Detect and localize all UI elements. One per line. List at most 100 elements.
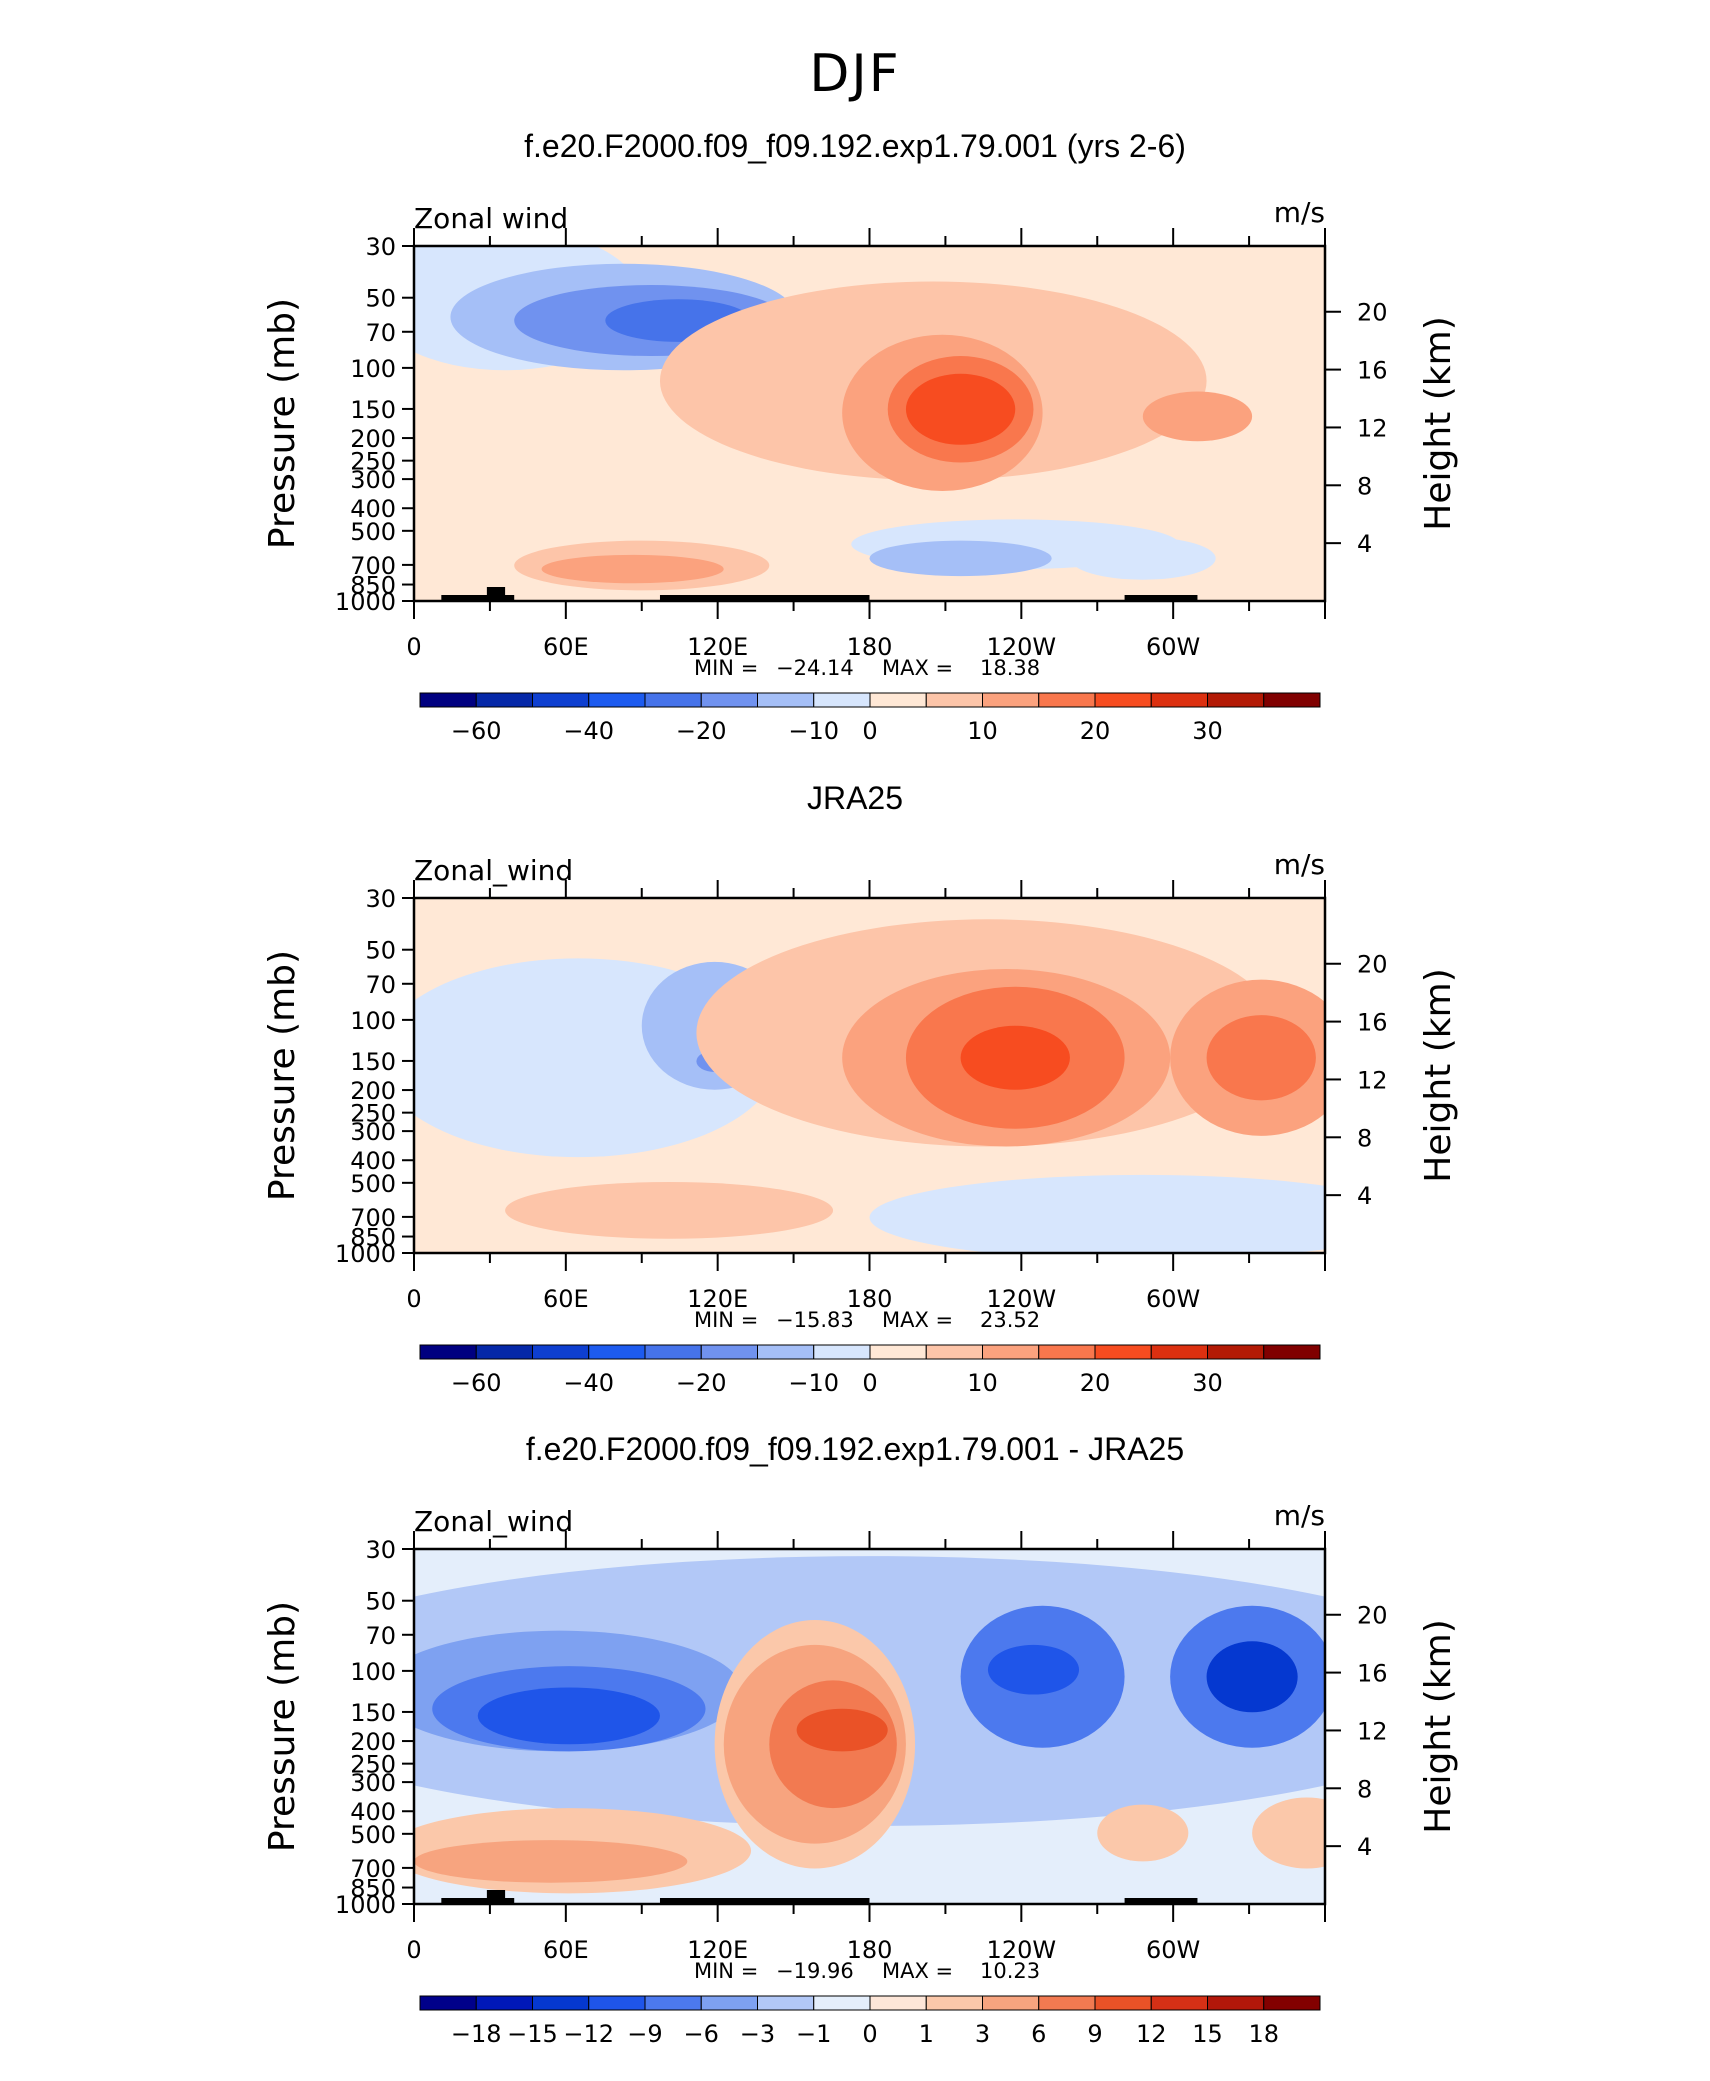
- colorbar-label: −40: [563, 717, 614, 745]
- y-tick-label: 1000: [335, 588, 396, 616]
- contour-region: [905, 373, 1016, 445]
- colorbar: −18 −15 −12 −9 −6 −3 −1 0 1 3 6 9 12 15 18: [419, 1995, 1321, 2048]
- panel-difference-plot: 0 60E 120E 180 120W 60W3050701001502002503004…: [262, 1499, 1459, 2048]
- colorbar-label: −10: [788, 717, 839, 745]
- x-tick-label: 60W: [1146, 1285, 1200, 1313]
- colorbar-swatch: [813, 1995, 871, 2011]
- y-tick-label: 300: [350, 466, 396, 494]
- colorbar-swatch: [982, 692, 1040, 708]
- y-tick-label: 400: [350, 1147, 396, 1175]
- colorbar-swatch: [532, 692, 590, 708]
- colorbar: −60 −40 −20 −10 0 10 20 30: [419, 692, 1321, 745]
- panel-model-title: f.e20.F2000.f09_f09.192.exp1.79.001 (yrs…: [524, 128, 1186, 164]
- y-tick-label: 200: [350, 425, 396, 453]
- x-tick-label: 180: [847, 633, 893, 661]
- x-tick-label: 60W: [1146, 1936, 1200, 1964]
- contour-region: [1252, 1797, 1325, 1869]
- contour-region: [1097, 1804, 1189, 1862]
- contour-region: [1206, 1641, 1298, 1713]
- y-tick-label: 30: [365, 1536, 396, 1564]
- y-tick-label: 1000: [335, 1891, 396, 1919]
- x-tick-label: 180: [847, 1285, 893, 1313]
- colorbar-swatch: [1094, 1344, 1152, 1360]
- colorbar-label: 10: [967, 717, 998, 745]
- y-right-tick-label: 8: [1357, 472, 1372, 500]
- contour-field: [414, 898, 1325, 1253]
- colorbar-label: 0: [862, 1369, 877, 1397]
- y-tick-label: 700: [350, 1855, 396, 1883]
- y-right-tick-label: 20: [1357, 1602, 1388, 1630]
- x-tick-label: 120W: [987, 633, 1057, 661]
- colorbar-label: 9: [1087, 2020, 1102, 2048]
- y-axis-label: Pressure (mb): [262, 298, 303, 549]
- colorbar-swatch: [757, 1344, 815, 1360]
- max-label: MAX =: [882, 656, 953, 680]
- colorbar-swatch: [1094, 1995, 1152, 2011]
- y-tick-label: 250: [350, 1751, 396, 1779]
- contour-region: [477, 1687, 660, 1745]
- variable-label: Zonal_wind: [414, 1505, 573, 1538]
- max-value: 23.52: [980, 1308, 1040, 1332]
- x-tick-label: 120E: [687, 1936, 748, 1964]
- y-tick-label: 100: [350, 1658, 396, 1686]
- panel-model-plot: 0 60E 120E 180 120W 60W3050701001502002503004…: [262, 196, 1459, 745]
- y-tick-label: 700: [350, 1204, 396, 1232]
- min-value: −15.83: [776, 1308, 854, 1332]
- colorbar-swatch: [1263, 1344, 1321, 1360]
- y-tick-label: 200: [350, 1077, 396, 1105]
- x-tick-label: 60W: [1146, 633, 1200, 661]
- y-tick-label: 150: [350, 1699, 396, 1727]
- topography: [441, 595, 515, 601]
- y-axis-right: 20 16 12 8 4: [1325, 1602, 1388, 1861]
- x-tick-label: 60E: [543, 633, 589, 661]
- y-tick-label: 50: [365, 285, 396, 313]
- colorbar-swatch: [475, 692, 533, 708]
- y-right-tick-label: 4: [1357, 1833, 1372, 1861]
- y-right-tick-label: 8: [1357, 1124, 1372, 1152]
- panel-reference: JRA25 0 60E 120E 180 120W 60W 30 50 70 100 150 200 2…: [0, 780, 1710, 1430]
- y-right-tick-label: 16: [1357, 1660, 1388, 1688]
- y-tick-label: 200: [350, 1728, 396, 1756]
- x-tick-label: 120W: [987, 1285, 1057, 1313]
- x-tick-label: 180: [847, 1936, 893, 1964]
- x-tick-label: 0: [406, 633, 421, 661]
- contour-region: [869, 540, 1052, 577]
- contour-region: [1206, 1015, 1316, 1101]
- colorbar-swatch: [588, 1344, 646, 1360]
- colorbar-label: −40: [563, 1369, 614, 1397]
- y-axis-label-right: Height (km): [1418, 316, 1459, 530]
- colorbar-swatch: [644, 1344, 702, 1360]
- colorbar-label: −6: [684, 2020, 719, 2048]
- colorbar-swatch: [1263, 692, 1321, 708]
- topography: [659, 595, 870, 601]
- contour-region: [796, 1708, 888, 1752]
- y-tick-label: 500: [350, 518, 396, 546]
- min-value: −19.96: [776, 1959, 854, 1983]
- colorbar-label: −15: [507, 2020, 558, 2048]
- panel-difference-title: f.e20.F2000.f09_f09.192.exp1.79.001 - JR…: [525, 1431, 1185, 1467]
- colorbar-label: 6: [1031, 2020, 1046, 2048]
- colorbar-label: 15: [1192, 2020, 1223, 2048]
- x-axis: 0 60E 120E 180 120W 60W: [406, 1531, 1326, 1964]
- min-max-stats: MIN = −15.83 MAX = 23.52: [694, 1308, 1040, 1332]
- y-tick-label: 400: [350, 1798, 396, 1826]
- colorbar-swatch: [1150, 1995, 1208, 2011]
- contour-field: [414, 1549, 1325, 1904]
- max-value: 10.23: [980, 1959, 1040, 1983]
- y-tick-label: 70: [365, 1622, 396, 1650]
- y-right-tick-label: 12: [1357, 1717, 1388, 1745]
- y-tick-label: 100: [350, 1007, 396, 1035]
- colorbar-swatch: [532, 1344, 590, 1360]
- colorbar-swatch: [1150, 1344, 1208, 1360]
- colorbar-swatch: [700, 1995, 758, 2011]
- y-tick-label: 150: [350, 396, 396, 424]
- x-tick-label: 0: [406, 1285, 421, 1313]
- colorbar-swatch: [757, 692, 815, 708]
- y-right-tick-label: 4: [1357, 1182, 1372, 1210]
- colorbar-swatch: [982, 1995, 1040, 2011]
- y-right-tick-label: 12: [1357, 1066, 1388, 1094]
- max-value: 18.38: [980, 656, 1040, 680]
- colorbar-label: −20: [676, 717, 727, 745]
- colorbar-label: −60: [451, 717, 502, 745]
- y-tick-label: 300: [350, 1118, 396, 1146]
